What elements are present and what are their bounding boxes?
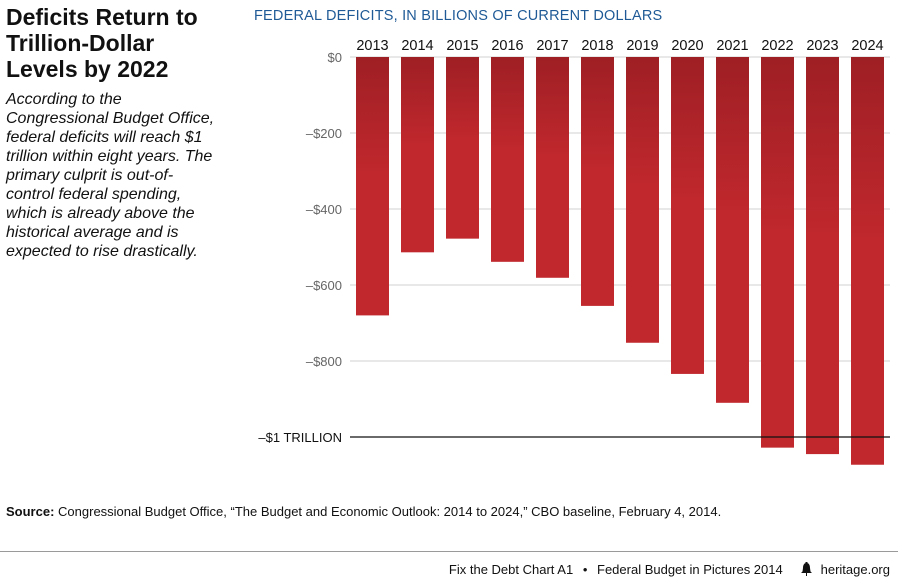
source-label: Source: bbox=[6, 504, 55, 519]
bar-2016 bbox=[491, 57, 524, 262]
y-tick-label: –$400 bbox=[306, 202, 342, 217]
y-tick-label: –$200 bbox=[306, 126, 342, 141]
y-tick-label: –$800 bbox=[306, 354, 342, 369]
source-text: Congressional Budget Office, “The Budget… bbox=[58, 504, 722, 519]
x-tick-label: 2013 bbox=[356, 38, 388, 54]
bar-2021 bbox=[716, 57, 749, 403]
liberty-bell-icon bbox=[800, 562, 812, 576]
x-axis-labels: 2013 2014 2015 2016 2017 2018 2019 2020 2021 2022… bbox=[356, 38, 883, 54]
source-note: Source: Congressional Budget Office, “Th… bbox=[6, 504, 886, 519]
grid-lines bbox=[350, 56, 890, 362]
chart-plot: $0–$200–$400–$600–$800–$1 TRILLION 2013 2… bbox=[258, 38, 890, 465]
x-tick-label: 2023 bbox=[806, 38, 838, 54]
y-tick-label: –$1 TRILLION bbox=[258, 430, 342, 445]
bar-series bbox=[356, 57, 884, 465]
footer-brand-link[interactable]: heritage.org bbox=[820, 562, 890, 577]
bar-2017 bbox=[536, 57, 569, 278]
x-tick-label: 2014 bbox=[401, 38, 433, 54]
footer-separator: • bbox=[582, 562, 588, 577]
bar-2013 bbox=[356, 57, 389, 316]
bar-2019 bbox=[626, 57, 659, 343]
x-tick-label: 2024 bbox=[851, 38, 883, 54]
footer-divider bbox=[0, 551, 898, 552]
x-tick-label: 2017 bbox=[536, 38, 568, 54]
bar-2022 bbox=[761, 57, 794, 448]
x-tick-label: 2021 bbox=[716, 38, 748, 54]
chart-description: According to the Congressional Budget Of… bbox=[6, 91, 215, 260]
bar-2014 bbox=[401, 57, 434, 253]
x-tick-label: 2015 bbox=[446, 38, 478, 54]
bar-2020 bbox=[671, 57, 704, 374]
chart-title: FEDERAL DEFICITS, IN BILLIONS OF CURRENT… bbox=[254, 8, 663, 24]
bar-2023 bbox=[806, 57, 839, 455]
footer-chart-id: Fix the Debt Chart A1 bbox=[448, 562, 574, 577]
bar-2018 bbox=[581, 57, 614, 306]
footer: Fix the Debt Chart A1 • Federal Budget i… bbox=[449, 562, 890, 577]
y-axis-labels: $0 –$200 –$400 –$600 –$800 –$1 TRILLION bbox=[258, 50, 342, 445]
x-tick-label: 2016 bbox=[491, 38, 523, 54]
chart-heading: Deficits Return to Trillion-Dollar Level… bbox=[6, 4, 198, 82]
x-tick-label: 2019 bbox=[626, 38, 658, 54]
bar-2015 bbox=[446, 57, 479, 239]
y-tick-label: $0 bbox=[328, 50, 342, 65]
y-tick-label: –$600 bbox=[306, 278, 342, 293]
footer-publication: Federal Budget in Pictures 2014 bbox=[597, 562, 783, 577]
x-tick-label: 2022 bbox=[761, 38, 793, 54]
x-tick-label: 2018 bbox=[581, 38, 613, 54]
bar-2024 bbox=[851, 57, 884, 465]
x-tick-label: 2020 bbox=[671, 38, 703, 54]
